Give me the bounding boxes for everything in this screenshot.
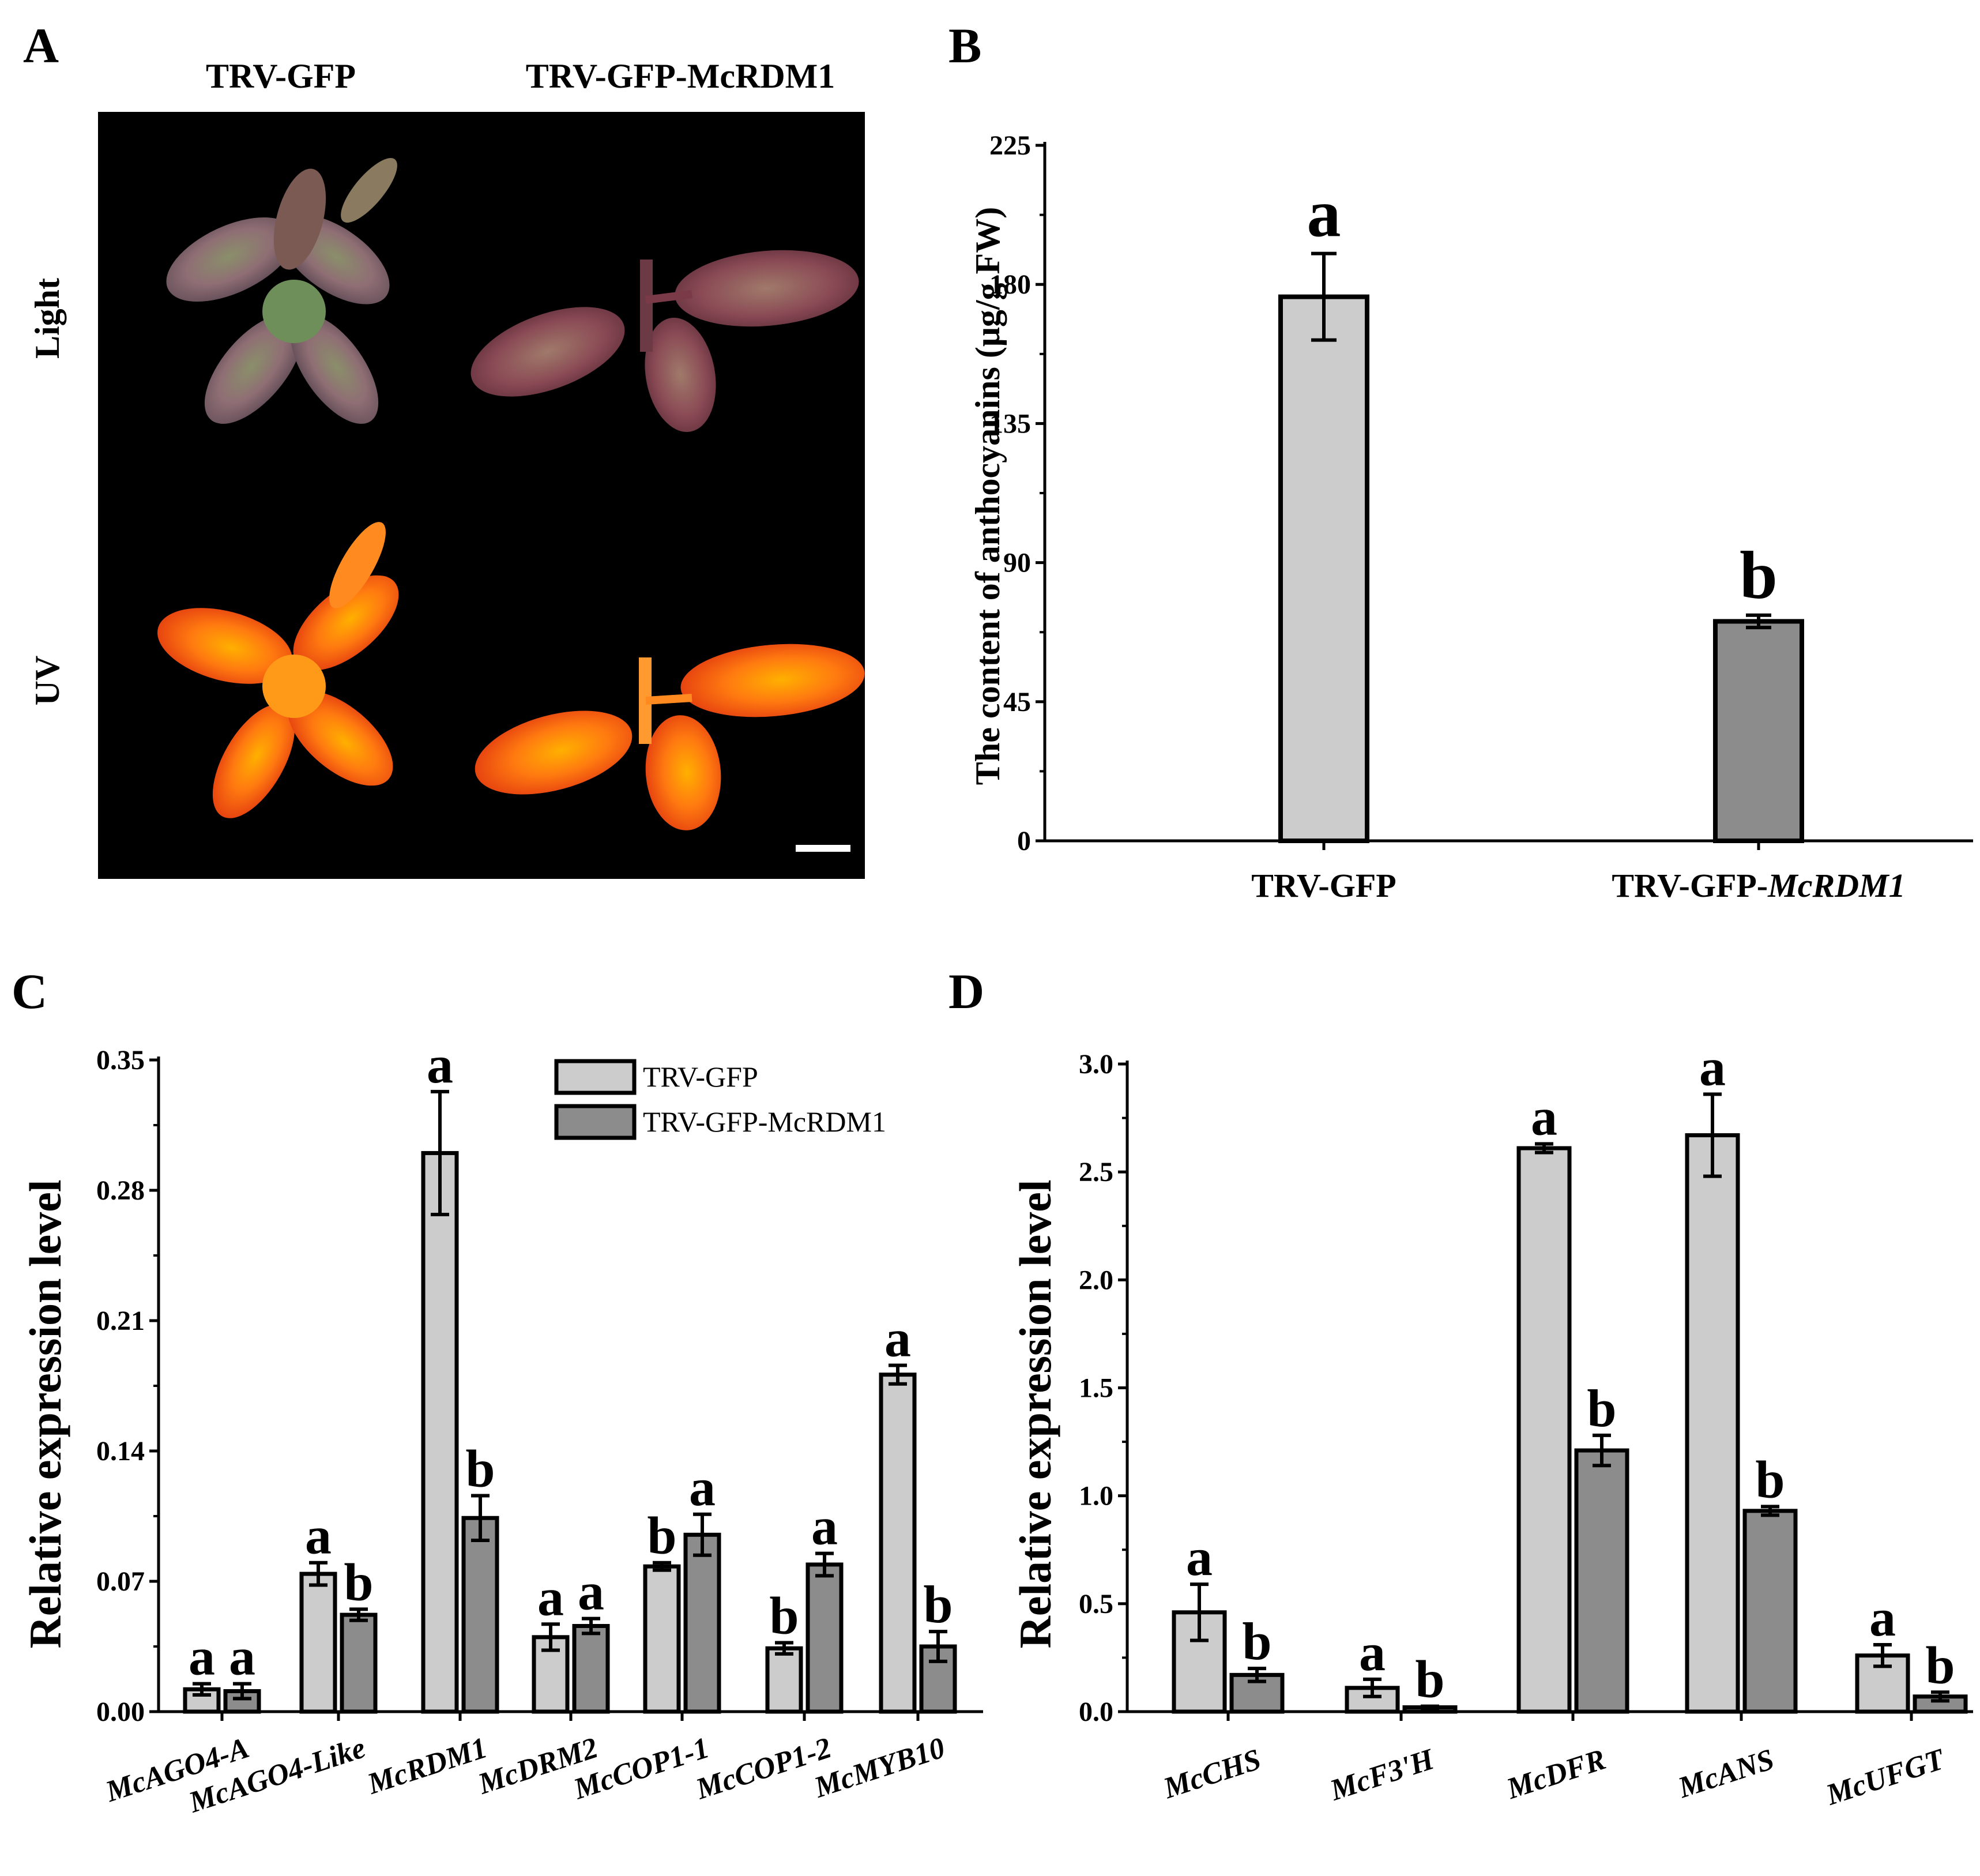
panel-c-significance-letter: b bbox=[923, 1575, 953, 1634]
panel-a-column-header: TRV-GFP-McRDM1 bbox=[526, 57, 835, 95]
panel-d-bar bbox=[1685, 1133, 1740, 1714]
panel-d-significance-letter: b bbox=[1587, 1379, 1616, 1438]
panel-b-bar bbox=[1278, 294, 1369, 843]
panel-a-row-header: UV bbox=[28, 656, 66, 706]
panel-d-significance-letter: a bbox=[1359, 1623, 1386, 1682]
panel-d-significance-letter: a bbox=[1531, 1088, 1557, 1146]
plant-photo-grid bbox=[98, 112, 865, 879]
panel-c-y-tick-label: 0.00 bbox=[96, 1697, 145, 1727]
panel-b-y-tick-label: 225 bbox=[989, 130, 1031, 161]
panel-d-significance-letter: b bbox=[1755, 1450, 1785, 1509]
panel-d-bar bbox=[1742, 1509, 1798, 1714]
panel-b-significance-letter: a bbox=[1307, 176, 1341, 251]
panel-b-category-label: TRV-GFP bbox=[1251, 867, 1396, 904]
panel-c-chart: 0.000.070.140.210.280.35a aMcAGO4-AabMcAG… bbox=[96, 1035, 983, 1819]
panel-b-significance-letter: b bbox=[1740, 537, 1778, 613]
panel-d-category-label: McF3'H bbox=[1326, 1743, 1439, 1807]
panel-c-y-axis-label: Relative expression level bbox=[20, 1179, 70, 1648]
legend-swatch-series2 bbox=[554, 1104, 637, 1140]
panel-d-bar bbox=[1516, 1146, 1572, 1714]
scale-bar bbox=[796, 845, 850, 852]
panel-c-significance-letter: a bbox=[189, 1627, 215, 1686]
panel-c-y-tick-label: 0.07 bbox=[96, 1566, 145, 1597]
panel-c-bar bbox=[299, 1572, 337, 1714]
panel-d-significance-letter: a bbox=[1186, 1528, 1213, 1586]
panel-b-y-tick-label: 135 bbox=[989, 408, 1031, 439]
panel-c-bar bbox=[643, 1564, 681, 1714]
panel-d-y-axis-label: Relative expression level bbox=[1010, 1179, 1060, 1648]
panel-c-y-tick-label: 0.21 bbox=[96, 1306, 145, 1336]
plant-uv-silenced bbox=[475, 644, 865, 830]
panel-b-y-tick-label: 180 bbox=[989, 269, 1031, 300]
panel-d-category-label: McCHS bbox=[1159, 1743, 1264, 1805]
panel-b-letter: B bbox=[948, 18, 981, 73]
panel-c-bar bbox=[532, 1635, 570, 1714]
panel-c-category-label: McCOP1-2 bbox=[691, 1731, 835, 1806]
plant-light-silenced bbox=[470, 250, 859, 433]
panel-c-y-tick-label: 0.28 bbox=[96, 1175, 145, 1206]
panel-c-significance-letter: a bbox=[537, 1567, 564, 1626]
panel-c-letter: C bbox=[12, 964, 47, 1019]
panel-b-category-label: TRV-GFP-McRDM1 bbox=[1612, 867, 1905, 904]
panel-d-category-label: McDFR bbox=[1503, 1743, 1610, 1806]
panel-c-significance-letter: a bbox=[427, 1035, 453, 1094]
panel-c-bar bbox=[805, 1562, 844, 1714]
panel-a-column-header: TRV-GFP bbox=[206, 57, 356, 95]
panel-c-y-tick-label: 0.35 bbox=[96, 1045, 145, 1076]
panel-c-bar bbox=[421, 1151, 459, 1714]
panel-d-significance-letter: b bbox=[1925, 1636, 1955, 1694]
panel-c-bar bbox=[461, 1516, 499, 1714]
panel-c-significance-letter: b bbox=[647, 1506, 676, 1565]
panel-c-bar bbox=[572, 1623, 610, 1714]
panel-d-y-tick-label: 1.0 bbox=[1079, 1481, 1113, 1512]
panel-d-y-tick-label: 2.5 bbox=[1079, 1157, 1113, 1187]
panel-c-significance-letter: a bbox=[578, 1562, 604, 1621]
panel-d-significance-letter: b bbox=[1242, 1612, 1271, 1671]
panel-c-significance-letter: a bbox=[305, 1506, 332, 1565]
legend-swatch-series1 bbox=[554, 1059, 637, 1095]
panel-c-legend: TRV-GFP TRV-GFP-McRDM1 bbox=[554, 1059, 886, 1140]
panel-a-letter: A bbox=[23, 18, 59, 73]
panel-b-y-tick-label: 0 bbox=[1017, 826, 1031, 856]
panel-c-significance-letter: b bbox=[769, 1586, 799, 1645]
panel-d-y-tick-label: 2.0 bbox=[1079, 1265, 1113, 1295]
plant-light-control bbox=[166, 158, 397, 424]
panel-d-bar bbox=[1574, 1448, 1629, 1714]
panel-c-category-label: McMYB10 bbox=[810, 1731, 949, 1804]
panel-b-y-tick-label: 45 bbox=[1003, 687, 1031, 717]
panel-b-bar bbox=[1713, 619, 1804, 843]
panel-c-significance-letter: a bbox=[884, 1309, 911, 1367]
panel-d-y-tick-label: 1.5 bbox=[1079, 1373, 1113, 1404]
panel-c-bar bbox=[765, 1646, 803, 1714]
panel-c-significance-letter: b bbox=[465, 1439, 495, 1498]
panel-d-y-tick-label: 0.0 bbox=[1079, 1697, 1113, 1727]
panel-a-row-header: Light bbox=[28, 278, 66, 359]
panel-d-category-label: McUFGT bbox=[1822, 1743, 1949, 1812]
panel-c-bar bbox=[879, 1373, 917, 1714]
panel-d-significance-letter: a bbox=[1699, 1037, 1726, 1096]
panel-d-category-label: McANS bbox=[1674, 1743, 1778, 1804]
panel-b-y-axis-label: The content of anthocyanins (μg/g FW) bbox=[969, 207, 1007, 785]
panel-c-bar bbox=[340, 1612, 378, 1714]
panel-c-significance-letter: a bbox=[689, 1458, 716, 1517]
panel-d-y-tick-label: 3.0 bbox=[1079, 1049, 1113, 1080]
legend-label-series2: TRV-GFP-McRDM1 bbox=[643, 1106, 886, 1138]
panel-c-bar bbox=[683, 1532, 721, 1714]
panel-b-y-tick-label: 90 bbox=[1003, 548, 1031, 578]
panel-d-significance-letter: a bbox=[1869, 1588, 1896, 1647]
panel-d-letter: D bbox=[948, 964, 984, 1019]
legend-label-series1: TRV-GFP bbox=[643, 1061, 758, 1093]
panel-c-significance-letter: b bbox=[344, 1552, 373, 1611]
panel-c-significance-letter: a bbox=[229, 1627, 255, 1686]
plant-uv-control bbox=[157, 522, 399, 818]
panel-c-y-tick-label: 0.14 bbox=[96, 1436, 145, 1467]
panel-d-y-tick-label: 0.5 bbox=[1079, 1589, 1113, 1619]
panel-b-chart: 0 45 90 135 180 225 a TRV-GFP b TRV-GFP-McRDM1 bbox=[989, 130, 1973, 904]
panel-d-significance-letter: b bbox=[1415, 1650, 1444, 1709]
panel-c-significance-letter: a bbox=[811, 1497, 838, 1556]
panel-c-category-label: McRDM1 bbox=[363, 1731, 491, 1801]
